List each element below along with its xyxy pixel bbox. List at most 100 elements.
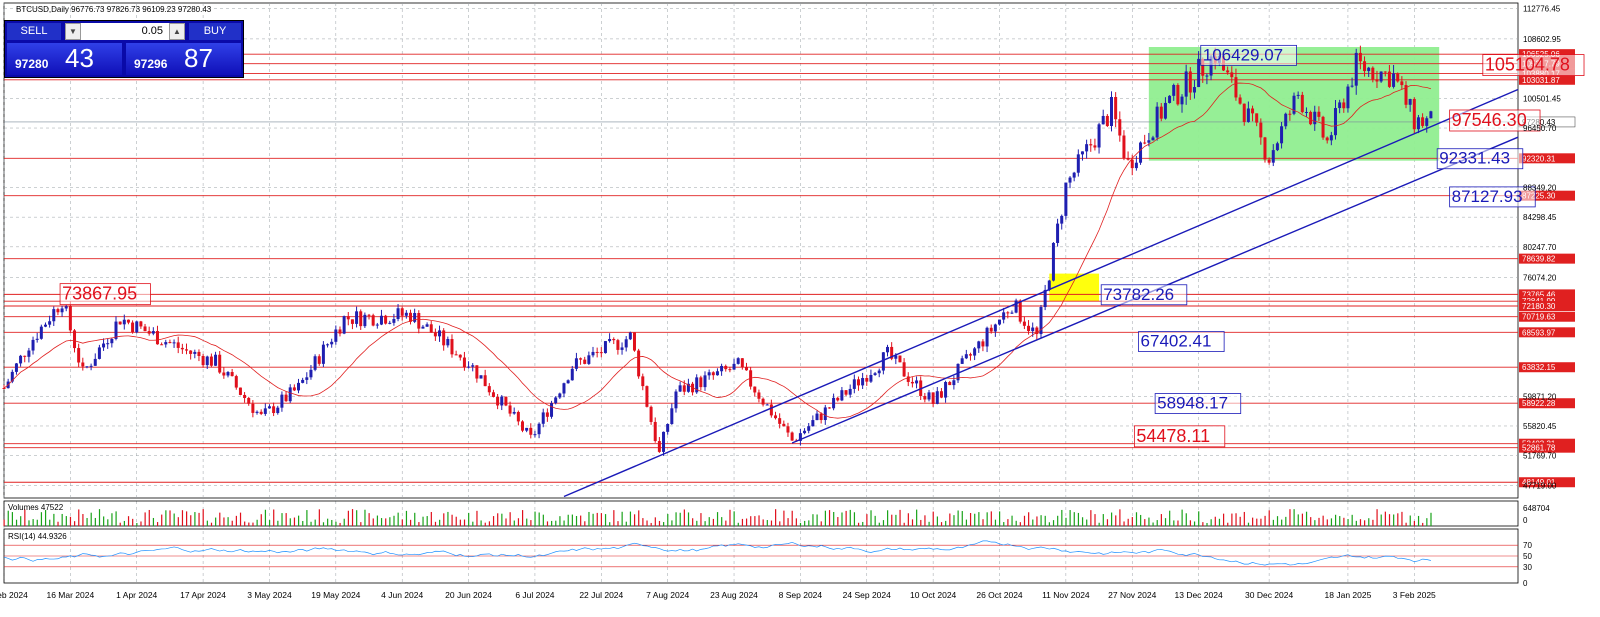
volume-bar xyxy=(215,517,217,526)
volume-bar xyxy=(7,510,9,526)
candle-body xyxy=(371,315,375,326)
candle-body xyxy=(143,326,147,332)
volume-bar xyxy=(729,509,731,526)
candle-body xyxy=(309,369,313,378)
price-annotation: 58948.17 xyxy=(1157,394,1228,413)
volume-bar xyxy=(368,513,370,526)
volume-bar xyxy=(459,519,461,526)
chevron-up-icon[interactable]: ▲ xyxy=(169,23,185,40)
volume-bar xyxy=(235,515,237,526)
volume-bar xyxy=(604,514,607,526)
candle-body xyxy=(732,363,736,370)
volume-bar xyxy=(787,518,789,526)
volume-bar xyxy=(181,510,184,526)
candle-body xyxy=(852,379,856,389)
volume-bar xyxy=(667,514,669,526)
candle-body xyxy=(1267,159,1271,163)
y-tick-label: 96450.70 xyxy=(1523,124,1557,133)
candle-body xyxy=(939,391,943,398)
volume-bar xyxy=(281,513,283,526)
candle-body xyxy=(496,396,500,406)
rsi-tick-label: 30 xyxy=(1523,563,1532,572)
volume-bar xyxy=(177,517,179,526)
volume-bar xyxy=(633,514,636,526)
volume-bar xyxy=(671,520,673,526)
volume-bar xyxy=(1330,518,1333,526)
candle-body xyxy=(562,383,566,394)
x-tick-label: 16 Mar 2024 xyxy=(46,590,94,600)
candle-body xyxy=(205,356,209,366)
level-tag xyxy=(1519,49,1575,60)
volume-bar xyxy=(513,520,515,526)
volume-bar xyxy=(758,515,760,526)
x-tick-label: 20 Jun 2024 xyxy=(445,590,492,600)
volume-tick-label: 0 xyxy=(1523,516,1528,525)
candle-body xyxy=(114,321,118,339)
level-tag xyxy=(1519,398,1575,409)
volume-bar xyxy=(621,511,623,526)
candle-body xyxy=(379,315,383,325)
level-tag xyxy=(1519,311,1575,322)
buy-price[interactable]: 97296 87 xyxy=(126,43,241,75)
candle-body xyxy=(284,394,288,402)
volume-bar xyxy=(65,516,67,526)
candle-body xyxy=(566,380,570,384)
volume-bar xyxy=(492,516,495,526)
candle-body xyxy=(288,387,292,402)
candle-body xyxy=(1105,115,1109,127)
candle-body xyxy=(297,382,301,391)
volume-bar xyxy=(1148,517,1150,526)
volume-bar xyxy=(86,517,88,526)
volume-bar xyxy=(642,518,644,526)
price-axis: 112776.45 108602.95 100501.45 96450.70 88349… xyxy=(1523,4,1561,490)
buy-button[interactable]: BUY xyxy=(189,23,241,40)
candle-body xyxy=(384,315,388,324)
candle-body xyxy=(964,354,968,359)
price-annotation: 97546.30 xyxy=(1452,110,1527,130)
level-tag-label: 70719.63 xyxy=(1522,313,1556,322)
candle-body xyxy=(280,394,284,408)
candle-body xyxy=(89,365,93,367)
candle-body xyxy=(1018,300,1022,322)
sell-button[interactable]: SELL xyxy=(7,23,61,40)
price-annotation-box xyxy=(1138,331,1225,352)
candle-body xyxy=(807,426,811,431)
sell-price[interactable]: 97280 43 xyxy=(7,43,122,75)
candle-body xyxy=(632,332,636,351)
volume-bar xyxy=(103,516,105,526)
volume-bar xyxy=(1305,511,1308,526)
volume-bar xyxy=(949,513,951,526)
volume-bar xyxy=(360,522,362,526)
candle-body xyxy=(301,379,305,383)
volume-bar xyxy=(1206,522,1208,526)
lot-value[interactable]: 0.05 xyxy=(141,25,163,37)
lot-stepper[interactable]: ▼ 0.05 ▲ xyxy=(65,23,185,40)
volume-bar xyxy=(891,514,893,526)
chevron-down-icon[interactable]: ▼ xyxy=(65,23,81,40)
candle-body xyxy=(1367,67,1371,72)
volume-bar xyxy=(194,512,196,526)
volume-bar xyxy=(567,514,569,526)
candle-body xyxy=(413,313,417,322)
volume-bar xyxy=(318,509,320,526)
candle-body xyxy=(1197,58,1201,88)
candle-body xyxy=(856,379,860,386)
volume-bar xyxy=(3,519,5,526)
price-annotation: 87127.93 xyxy=(1452,187,1523,206)
price-annotation: 106429.07 xyxy=(1203,45,1283,64)
candle-body xyxy=(1168,95,1172,103)
volume-bar xyxy=(924,515,926,526)
volume-bar xyxy=(1351,514,1353,526)
symbol-info: BTCUSD,Daily 96776.73 97826.73 96109.23 … xyxy=(16,5,212,14)
candle-body xyxy=(695,377,699,393)
candle-body xyxy=(10,371,14,382)
candle-body xyxy=(778,418,782,424)
volume-bar xyxy=(397,512,399,526)
volume-bar xyxy=(1222,513,1225,526)
price-annotation-box xyxy=(1133,425,1226,448)
candle-body xyxy=(616,340,620,350)
candle-body xyxy=(574,358,578,369)
candle-body xyxy=(516,411,520,422)
candle-body xyxy=(77,348,81,363)
